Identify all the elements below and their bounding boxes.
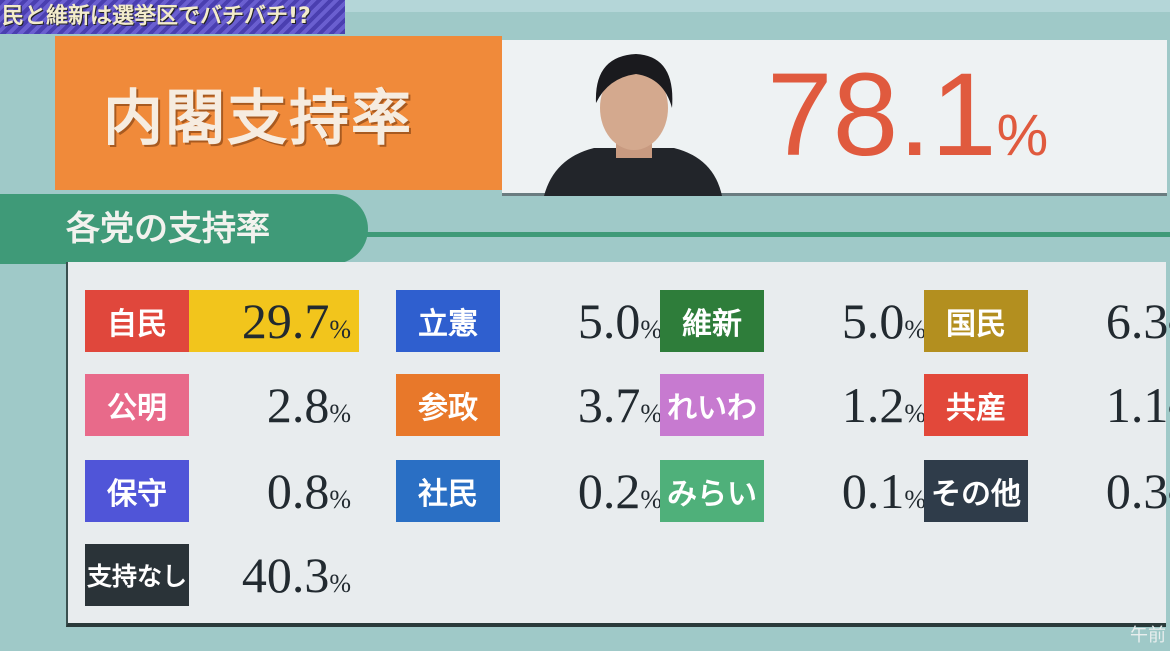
value-unit: % (329, 399, 351, 428)
cabinet-label: 内閣支持率 (103, 83, 413, 154)
party-row: 社民 0.2% (396, 460, 670, 522)
value-number: 5.0 (841, 293, 905, 349)
value-unit: % (904, 315, 926, 344)
party-row: 維新 5.0% (660, 290, 934, 352)
party-row: 参政 3.7% (396, 374, 670, 436)
value-unit: % (329, 485, 351, 514)
time-fragment: 午前 (1130, 625, 1166, 646)
party-value: 6.3% (1028, 290, 1170, 352)
party-value: 40.3% (189, 544, 359, 606)
cabinet-label-box: 内閣支持率 (55, 36, 502, 190)
party-row: 共産1.1% (924, 374, 1170, 436)
value-number: 1.2 (841, 377, 905, 433)
value-unit: % (640, 399, 662, 428)
party-value: 1.2% (764, 374, 934, 436)
party-label: 自民 (85, 290, 189, 352)
value-number: 6.3 (1105, 293, 1169, 349)
party-row: みらい 0.1% (660, 460, 934, 522)
party-value: 0.2% (500, 460, 670, 522)
party-row: 保守 0.8% (85, 460, 359, 522)
party-label: 参政 (396, 374, 500, 436)
party-value: 1.1% (1028, 374, 1170, 436)
party-value: 0.8% (189, 460, 359, 522)
value-number: 0.1 (841, 463, 905, 519)
value-number: 40.3 (241, 547, 330, 603)
headline-banner: 民と維新は選挙区でバチバチ!? (0, 0, 345, 34)
party-label: 保守 (85, 460, 189, 522)
party-label: 公明 (85, 374, 189, 436)
value-unit: % (1168, 485, 1170, 514)
value-number: 3.7 (577, 377, 641, 433)
party-value: 0.1% (764, 460, 934, 522)
value-number: 5.0 (577, 293, 641, 349)
party-row: 支持なし 40.3% (85, 544, 359, 606)
value-number: 29.7 (241, 293, 330, 349)
party-value: 0.3% (1028, 460, 1170, 522)
party-label: れいわ (660, 374, 764, 436)
party-value: 5.0% (764, 290, 934, 352)
party-value: 2.8% (189, 374, 359, 436)
value-unit: % (640, 485, 662, 514)
cabinet-rate: 78.1% (767, 49, 1049, 181)
party-row: 自民 29.7% (85, 290, 359, 352)
party-label: 支持なし (85, 544, 189, 606)
value-unit: % (329, 315, 351, 344)
section-title: 各党の支持率 (0, 194, 368, 264)
value-unit: % (640, 315, 662, 344)
top-bar (345, 0, 1170, 12)
party-support-panel: 自民29.7%立憲5.0%維新5.0%国民6.3%公明2.8%参政3.7%れいわ… (66, 262, 1170, 627)
party-label: その他 (924, 460, 1028, 522)
party-value: 3.7% (500, 374, 670, 436)
portrait-image (544, 54, 722, 196)
party-label: 国民 (924, 290, 1028, 352)
party-label: 立憲 (396, 290, 500, 352)
value-unit: % (1168, 399, 1170, 428)
party-label: 維新 (660, 290, 764, 352)
value-unit: % (329, 569, 351, 598)
value-number: 0.8 (266, 463, 330, 519)
value-number: 0.2 (577, 463, 641, 519)
party-label: 共産 (924, 374, 1028, 436)
value-number: 1.1 (1105, 377, 1169, 433)
party-row: 国民6.3% (924, 290, 1170, 352)
party-row: 公明 2.8% (85, 374, 359, 436)
value-unit: % (904, 399, 926, 428)
party-label: 社民 (396, 460, 500, 522)
value-number: 0.3 (1105, 463, 1169, 519)
value-unit: % (1168, 315, 1170, 344)
party-label: みらい (660, 460, 764, 522)
party-row: 立憲 5.0% (396, 290, 670, 352)
value-number: 2.8 (266, 377, 330, 433)
divider (350, 232, 1170, 237)
value-unit: % (904, 485, 926, 514)
cabinet-rate-box: 78.1% (502, 40, 1167, 196)
party-value: 29.7% (189, 290, 359, 352)
party-row: れいわ 1.2% (660, 374, 934, 436)
party-value: 5.0% (500, 290, 670, 352)
